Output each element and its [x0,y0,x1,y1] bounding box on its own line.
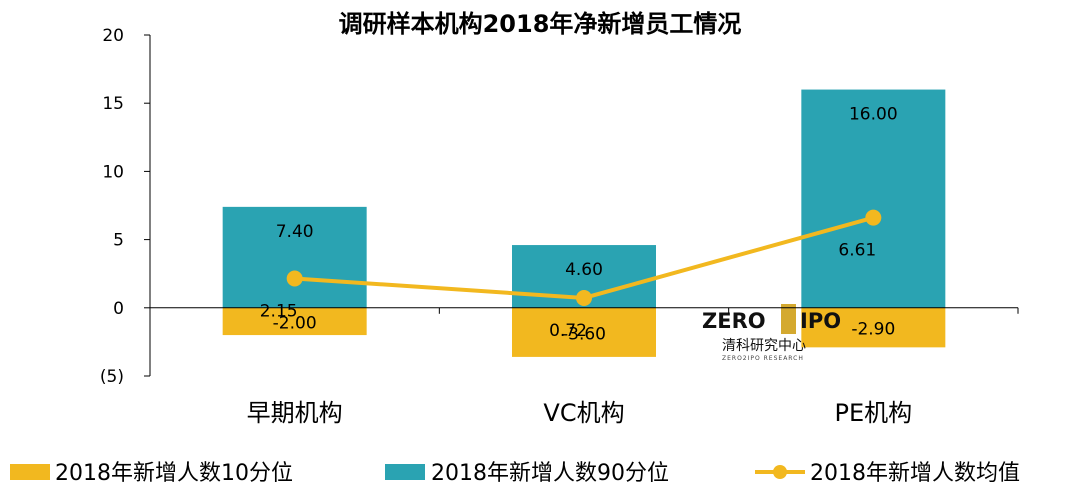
legend-swatch-10th-percentile [10,464,50,480]
legend-swatch-90th-percentile [385,464,425,480]
bars-10th-percentile [222,307,946,357]
line-mean-point [865,209,882,226]
x-category-label: 早期机构 [247,399,343,427]
y-tick-label: 20 [102,26,124,46]
legend: 2018年新增人数10分位 2018年新增人数90分位 2018年新增人数均值 [10,461,1020,486]
watermark-english: ZERO2IPO RESEARCH [722,355,804,362]
data-labels: 7.40 4.60 16.00 -2.00 -3.60 -2.90 2.15 0.72 6.61 [260,105,898,345]
line-mean-point [286,270,303,287]
line-mean [286,209,882,306]
y-tick-label: 10 [102,162,124,182]
watermark-brand-left: ZERO [702,309,766,333]
axes: 20 15 10 5 0 (5) 早期机构 VC机构 PE机构 [100,26,1019,427]
bar-10th-percentile [801,307,946,348]
bar-90th-percentile [222,206,367,308]
legend-label-10th-percentile: 2018年新增人数10分位 [55,461,293,486]
zero2ipo-watermark-logo: ZERO IPO 清科研究中心 ZERO2IPO RESEARCH [702,304,841,362]
watermark-brand-right: IPO [800,309,841,333]
y-tick-label: 0 [113,299,124,319]
data-label-mean: 2.15 [260,301,298,321]
watermark-brand-mark [781,304,796,334]
y-tick-label: 15 [102,94,124,114]
legend-label-mean: 2018年新增人数均值 [810,461,1020,486]
bar-10th-percentile [222,307,367,336]
line-mean-point [576,289,592,306]
data-label-90th-percentile: 7.40 [276,222,314,242]
data-label-90th-percentile: 4.60 [565,260,603,280]
legend-label-90th-percentile: 2018年新增人数90分位 [431,461,669,486]
data-label-mean: 0.72 [549,321,587,341]
bar-10th-percentile [512,307,656,357]
chart-title: 调研样本机构2018年净新增员工情况 [339,10,742,38]
watermark-chinese: 清科研究中心 [722,338,806,354]
x-category-label: PE机构 [835,399,913,427]
x-category-label: VC机构 [543,399,624,427]
data-label-10th-percentile: -2.00 [273,313,317,333]
data-label-90th-percentile: 16.00 [849,105,898,125]
y-tick-label: 5 [113,231,124,251]
y-tick-label: (5) [100,367,124,387]
data-label-10th-percentile: -3.60 [562,324,606,344]
data-label-mean: 6.61 [838,241,876,261]
legend-swatch-mean-marker [773,465,787,479]
data-label-10th-percentile: -2.90 [851,320,895,340]
bar-90th-percentile [801,89,946,308]
